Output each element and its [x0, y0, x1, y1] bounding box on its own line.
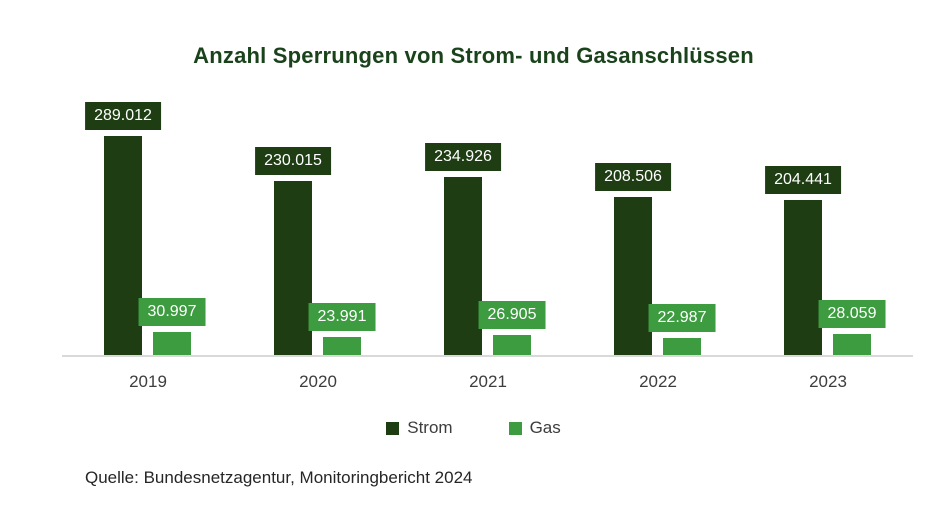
legend-item-strom: Strom: [386, 418, 453, 438]
x-tick-label-2020: 2020: [299, 372, 337, 391]
legend-item-gas: Gas: [508, 418, 561, 438]
bar-value-label-gas-2022: 22.987: [648, 304, 716, 332]
bar-gas-2023: [833, 334, 871, 355]
legend-label-strom: Strom: [407, 418, 453, 437]
chart-title: Anzahl Sperrungen von Strom- und Gasansc…: [193, 43, 754, 68]
bar-value-label-strom-2021: 234.926: [425, 143, 501, 171]
x-tick-label-2023: 2023: [809, 372, 847, 391]
bar-value-label-strom-2019: 289.012: [85, 102, 161, 130]
bar-value-label-strom-2023: 204.441: [765, 166, 841, 194]
bar-chart: 289.012 30.997 230.015 23.991 234.926 26.905 2…: [62, 95, 913, 395]
bar-strom-2023: [784, 200, 822, 355]
bar-gas-2020: [323, 337, 361, 355]
bar-gas-2021: [493, 335, 531, 355]
legend-swatch-strom: [386, 421, 400, 435]
bar-value-label-strom-2022: 208.506: [595, 163, 671, 191]
x-tick-label-2021: 2021: [469, 372, 507, 391]
bar-value-label-gas-2020: 23.991: [308, 303, 376, 331]
bar-gas-2022: [663, 338, 701, 355]
x-axis-line: [62, 355, 913, 357]
bar-value-label-gas-2023: 28.059: [818, 300, 886, 328]
bar-value-label-gas-2021: 26.905: [478, 301, 546, 329]
bar-gas-2019: [153, 332, 191, 355]
x-tick-label-2022: 2022: [639, 372, 677, 391]
bar-strom-2020: [274, 181, 312, 355]
plot-area: 289.012 30.997 230.015 23.991 234.926 26.905 2…: [62, 95, 913, 355]
legend-swatch-gas: [508, 421, 522, 435]
legend-label-gas: Gas: [529, 418, 561, 437]
x-tick-label-2019: 2019: [129, 372, 167, 391]
source-note: Quelle: Bundesnetzagentur, Monitoringber…: [85, 468, 473, 487]
bar-strom-2021: [444, 177, 482, 355]
bar-value-label-gas-2019: 30.997: [138, 298, 206, 326]
bar-strom-2022: [614, 197, 652, 355]
bar-value-label-strom-2020: 230.015: [255, 147, 331, 175]
bar-strom-2019: [104, 136, 142, 355]
legend: Strom Gas: [0, 418, 947, 438]
